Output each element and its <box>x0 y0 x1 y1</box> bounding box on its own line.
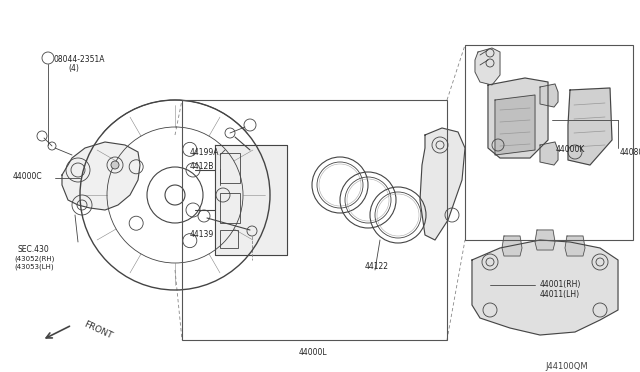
Text: 08044-2351A: 08044-2351A <box>54 55 106 64</box>
Text: (43053(LH): (43053(LH) <box>14 263 54 269</box>
Bar <box>465 45 633 240</box>
Text: 44011(LH): 44011(LH) <box>540 290 580 299</box>
Text: 44139: 44139 <box>190 230 214 239</box>
Polygon shape <box>472 240 618 335</box>
Bar <box>220 230 238 248</box>
Polygon shape <box>488 78 548 158</box>
Polygon shape <box>540 142 558 165</box>
Polygon shape <box>565 236 585 256</box>
Polygon shape <box>502 236 522 256</box>
Text: 44122: 44122 <box>365 262 389 271</box>
Text: 44000L: 44000L <box>299 348 328 357</box>
Polygon shape <box>535 230 555 250</box>
Polygon shape <box>475 48 500 85</box>
Text: 4412B: 4412B <box>190 162 214 171</box>
Polygon shape <box>62 142 140 210</box>
Polygon shape <box>540 84 558 107</box>
Polygon shape <box>495 95 535 155</box>
Polygon shape <box>215 145 287 255</box>
Text: 44000K: 44000K <box>556 145 586 154</box>
Text: 44000C: 44000C <box>13 172 43 181</box>
Text: SEC.430: SEC.430 <box>18 245 50 254</box>
Text: FRONT: FRONT <box>82 320 113 341</box>
Text: 44001(RH): 44001(RH) <box>540 280 581 289</box>
Text: J44100QM: J44100QM <box>545 362 588 371</box>
Bar <box>220 153 240 183</box>
Circle shape <box>111 161 119 169</box>
Text: (43052(RH): (43052(RH) <box>14 255 54 262</box>
Text: 44199A: 44199A <box>190 148 220 157</box>
Text: 44080K: 44080K <box>620 148 640 157</box>
Polygon shape <box>568 88 612 165</box>
Polygon shape <box>420 128 465 240</box>
Text: (4): (4) <box>68 64 79 73</box>
Bar <box>220 193 240 223</box>
Bar <box>182 100 447 340</box>
